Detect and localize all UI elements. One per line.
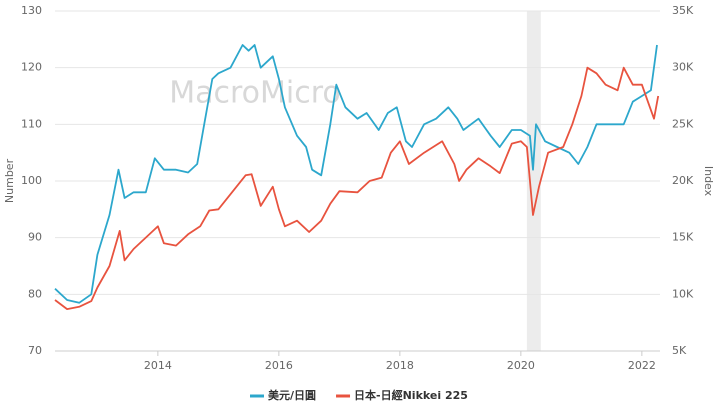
- x-tick-label: 2014: [144, 359, 172, 372]
- y2-tick-label: 30K: [672, 61, 694, 74]
- y-tick-label: 100: [21, 174, 42, 187]
- x-tick-label: 2016: [265, 359, 293, 372]
- series-line: [54, 44, 658, 304]
- watermark: MacroMicro: [169, 76, 341, 111]
- y-tick-label: 80: [28, 287, 42, 300]
- y2-axis-title: Index: [702, 166, 715, 197]
- y2-tick-label: 5K: [672, 344, 687, 357]
- x-tick-label: 2022: [628, 359, 656, 372]
- x-tick-label: 2020: [507, 359, 535, 372]
- y-tick-label: 120: [21, 61, 42, 74]
- y-axis-title: Number: [3, 158, 16, 203]
- legend-label: 日本-日經Nikkei 225: [354, 388, 468, 402]
- y-tick-label: 110: [21, 117, 42, 130]
- y-tick-label: 130: [21, 4, 42, 17]
- legend-label: 美元/日圓: [268, 388, 316, 402]
- y2-tick-label: 35K: [672, 4, 694, 17]
- y2-tick-label: 25K: [672, 117, 694, 130]
- series-line: [54, 66, 660, 310]
- y2-tick-label: 15K: [672, 231, 694, 244]
- x-tick-label: 2018: [386, 359, 414, 372]
- y2-tick-label: 10K: [672, 287, 694, 300]
- y-tick-label: 90: [28, 231, 42, 244]
- y-tick-label: 70: [28, 344, 42, 357]
- y2-tick-label: 20K: [672, 174, 694, 187]
